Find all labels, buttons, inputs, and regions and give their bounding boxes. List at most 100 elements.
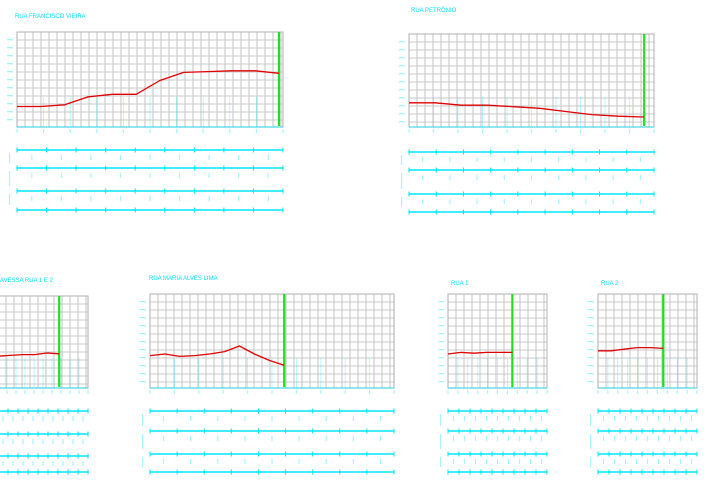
elevation-tick-label	[399, 89, 405, 91]
station-value-label	[639, 199, 641, 204]
chainage-label	[536, 390, 538, 394]
profile-travessa-rua-1-e-2: AVESSA RUA 1 E 2	[0, 278, 89, 475]
elevation-tick-label	[399, 57, 405, 59]
terrain-profile-line	[409, 102, 645, 118]
profile-grid	[140, 293, 395, 389]
station-value-label	[485, 416, 488, 421]
profile-petronio: RUA PETRÔNIO	[399, 7, 655, 215]
station-value-label	[635, 436, 638, 441]
station-value-label	[463, 416, 466, 421]
chainage-label	[676, 390, 678, 394]
elevation-tick-label	[7, 71, 13, 73]
chainage-label	[506, 390, 508, 394]
station-value-label	[668, 459, 671, 464]
station-value-label	[503, 175, 505, 180]
station-value-label	[635, 459, 638, 464]
elevation-tick-label	[7, 103, 13, 105]
elevation-tick-label	[7, 95, 13, 97]
station-value-label	[540, 436, 543, 441]
profile-title-francisco-vieira: RUA FRANCISCO VIEIRA	[15, 14, 86, 20]
station-value-label	[149, 155, 151, 160]
station-value-label	[379, 436, 382, 441]
chainage-label	[320, 390, 322, 394]
elevation-tick-label	[399, 41, 405, 43]
chainage-label	[653, 129, 655, 133]
chainage-label	[295, 390, 297, 394]
terrain-profile-line	[0, 352, 60, 357]
station-value-label	[452, 416, 455, 421]
elevation-tick-label	[438, 333, 444, 335]
elevation-tick-label	[588, 349, 594, 351]
profile-maria-alves-lima: RUA MARIA ALVES LIMA	[140, 276, 395, 475]
station-value-label	[496, 459, 499, 464]
station-value-label	[12, 416, 14, 421]
band-row-caption	[9, 194, 11, 205]
station-value-label	[238, 196, 240, 201]
station-value-label	[529, 436, 532, 441]
station-value-label	[190, 436, 192, 441]
elevation-tick-label	[438, 341, 444, 343]
station-value-label	[190, 416, 192, 421]
station-value-label	[178, 196, 181, 201]
profile-title-petronio: RUA PETRÔNIO	[411, 7, 457, 14]
station-value-label	[612, 175, 614, 180]
chainage-label	[607, 390, 609, 394]
station-value-label	[613, 459, 616, 464]
chainage-label	[506, 129, 508, 133]
terrain-profile-line	[598, 346, 664, 352]
station-value-label	[679, 416, 682, 421]
station-value-label	[530, 175, 533, 180]
station-value-label	[452, 436, 455, 441]
profile-rua-1: RUA 1	[438, 281, 548, 475]
station-value-label	[602, 459, 605, 464]
station-value-label	[298, 436, 300, 441]
chainage-label	[432, 129, 435, 133]
elevation-tick-label	[438, 381, 444, 383]
station-value-label	[485, 459, 488, 464]
station-value-label	[31, 196, 33, 201]
elevation-tick-label	[140, 381, 146, 383]
station-value-label	[52, 439, 54, 444]
chainage-label	[487, 390, 489, 394]
station-value-label	[244, 436, 246, 441]
station-value-label	[162, 459, 165, 464]
station-value-label	[267, 173, 269, 178]
station-value-label	[690, 436, 693, 441]
station-value-label	[238, 173, 240, 178]
band-row-caption	[590, 414, 592, 426]
chainage-label	[597, 390, 599, 394]
chainage-label	[247, 390, 249, 394]
station-value-label	[32, 461, 34, 466]
station-value-label	[613, 436, 616, 441]
station-value-label	[540, 416, 543, 421]
elevation-tick-label	[588, 333, 594, 335]
band-row-caption	[401, 197, 403, 207]
station-value-label	[267, 196, 269, 201]
chainage-label	[96, 129, 98, 133]
chainage-label	[628, 129, 631, 133]
station-value-label	[530, 199, 533, 204]
station-value-label	[22, 439, 24, 444]
station-value-label	[452, 459, 455, 464]
station-value-label	[31, 155, 33, 160]
station-value-label	[72, 461, 74, 466]
chainage-label	[467, 390, 469, 394]
station-value-label	[422, 175, 424, 180]
chainage-label	[627, 390, 629, 394]
band-row-caption	[401, 173, 403, 189]
elevation-tick-label	[438, 373, 444, 375]
station-value-label	[476, 175, 478, 180]
station-value-label	[162, 436, 165, 441]
chainage-label	[176, 129, 178, 133]
chainage-label	[87, 390, 89, 394]
elevation-tick-label	[140, 333, 146, 335]
chainage-label	[122, 129, 124, 133]
station-value-label	[612, 199, 614, 204]
station-value-label	[90, 173, 92, 178]
elevation-tick-label	[588, 373, 594, 375]
station-value-label	[2, 461, 4, 466]
station-value-label	[602, 416, 605, 421]
station-value-label	[12, 461, 14, 466]
station-value-label	[612, 157, 614, 162]
